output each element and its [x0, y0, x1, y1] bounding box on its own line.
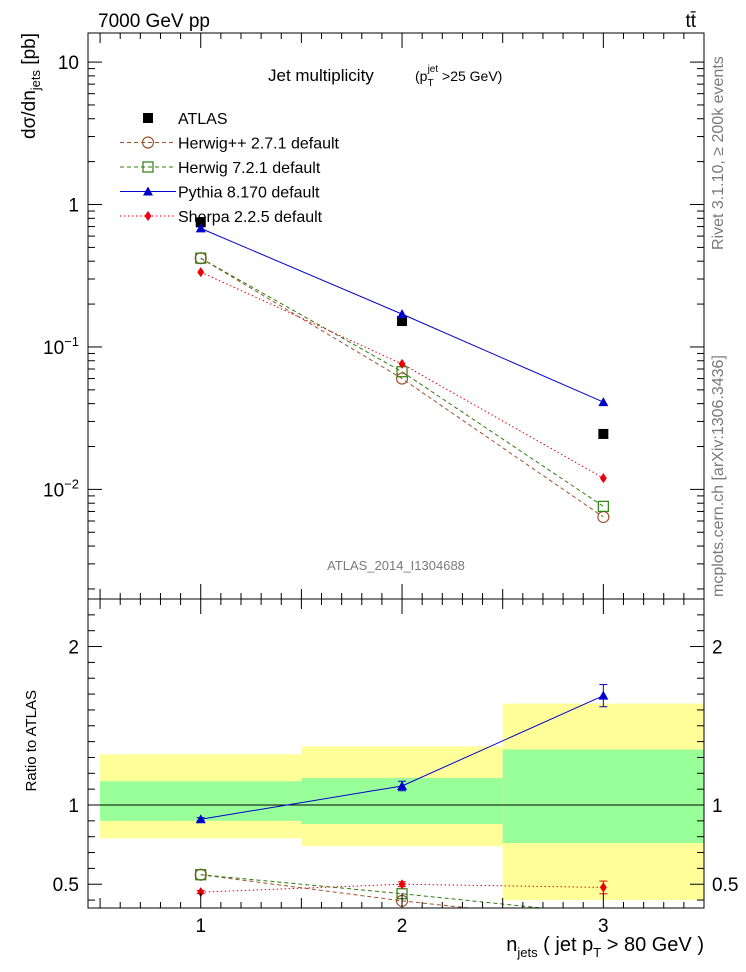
collision-label: 7000 GeV pp: [98, 11, 210, 32]
ratio-data-point: [598, 690, 609, 700]
data-point: [597, 500, 609, 512]
data-point: [395, 372, 409, 385]
data-point: [598, 428, 609, 439]
ratio-series-line: [200, 874, 547, 908]
x-tick-label: 1: [195, 916, 206, 937]
data-point: [197, 267, 205, 278]
data-point: [195, 223, 206, 233]
data-point: [195, 252, 207, 264]
inner-band: [100, 781, 302, 821]
ratio-data-point: [599, 882, 607, 893]
inner-band: [502, 749, 704, 844]
legend-marker: [143, 186, 153, 196]
ratio-plot-frame: [87, 598, 705, 909]
plot-title: Jet multiplicity: [268, 66, 374, 85]
cut-sup: jet: [427, 64, 439, 75]
x-tick-label: 2: [397, 916, 408, 937]
data-point: [398, 358, 406, 369]
y-tick-label-base: 10: [43, 480, 64, 501]
x-title-main: n: [506, 934, 517, 956]
ratio-x-ticks: 1 2 3: [99, 599, 685, 937]
plot-title-text: Jet multiplicity: [268, 66, 374, 85]
ratio-series-markers: [194, 684, 609, 907]
main-x-ticks: [99, 33, 685, 599]
data-point: [397, 316, 408, 327]
x-title-rest2: > 80 GeV ): [601, 934, 704, 956]
mcplots-label: mcplots.cern.ch [arXiv:1306.3436]: [710, 355, 727, 597]
ratio-uncertainty-bands: [100, 703, 704, 901]
cut-suffix: >25 GeV): [438, 68, 502, 84]
ratio-data-point: [197, 887, 205, 898]
legend: ATLAS Herwig++ 2.7.1 default Herwig 7.2.1 …: [120, 111, 340, 226]
y-tick-label: 1: [68, 196, 79, 217]
ratio-y-tick-label-right: 0.5: [712, 875, 738, 896]
y-tick-label: 10−1: [43, 334, 79, 359]
ratio-y-ticks: 0.5 0.5 1 1 2 2: [53, 614, 738, 901]
y-title-main: dσ/dn: [19, 90, 40, 139]
x-title-rest1: ( jet p: [538, 934, 594, 956]
legend-marker: [142, 161, 154, 173]
analysis-id: ATLAS_2014_I1304688: [327, 558, 465, 573]
y-title-sub: jets: [28, 69, 43, 91]
legend-marker: [141, 136, 155, 149]
y-tick-label-exponent: −1: [64, 334, 79, 349]
data-point: [598, 397, 609, 407]
cut-sub: T: [427, 78, 433, 89]
ratio-y-tick-label-left: 1: [68, 796, 79, 817]
ratio-data-point: [397, 780, 408, 790]
x-title-sub: jets: [516, 945, 538, 960]
data-point: [195, 217, 206, 228]
ratio-y-tick-label-left: 0.5: [53, 875, 79, 896]
y-tick-label: 10−2: [43, 476, 79, 501]
ratio-data-point: [398, 879, 406, 890]
y-tick-label-base: 10: [43, 338, 64, 359]
legend-marker: [144, 211, 152, 221]
legend-label: Sherpa 2.2.5 default: [178, 209, 323, 226]
ratio-data-point: [195, 869, 207, 881]
cut-prefix: (p: [415, 68, 428, 84]
series-line: [200, 257, 604, 507]
rivet-label: Rivet 3.1.10, ≥ 200k events: [710, 56, 727, 250]
plot-title-cut: (pTjet >25 GeV): [415, 64, 502, 89]
x-tick-label: 3: [598, 916, 609, 937]
ratio-y-tick-label-right: 1: [712, 796, 723, 817]
legend-label: Herwig 7.2.1 default: [178, 160, 321, 177]
y-title-unit: [pb]: [19, 33, 40, 70]
process-label: tt̄: [685, 11, 696, 32]
x-title-sub2: T: [593, 945, 601, 960]
ratio-y-tick-label-right: 2: [712, 638, 723, 659]
ratio-y-tick-label-left: 2: [68, 638, 79, 659]
legend-label: ATLAS: [178, 111, 228, 128]
ratio-x-axis-title: njets ( jet pT > 80 GeV ): [506, 934, 704, 960]
y-tick-label: 10: [58, 53, 79, 74]
data-point: [397, 309, 408, 319]
series-line: [200, 271, 604, 479]
data-point: [599, 473, 607, 484]
y-tick-label-exponent: −2: [64, 476, 79, 491]
main-series-markers: [194, 217, 610, 524]
ratio-data-point: [195, 814, 206, 824]
legend-label: Pythia 8.170 default: [178, 185, 320, 202]
ratio-y-axis-title: Ratio to ATLAS: [23, 690, 40, 791]
series-line: [200, 257, 604, 518]
main-y-axis-title: dσ/dnjets [pb]: [19, 33, 43, 139]
legend-marker: [143, 113, 153, 123]
ratio-panel: 0.5 0.5 1 1 2 2 1 2 3 Ratio to ATLAS njets ( je…: [23, 598, 738, 960]
legend-label: Herwig++ 2.7.1 default: [178, 136, 340, 153]
